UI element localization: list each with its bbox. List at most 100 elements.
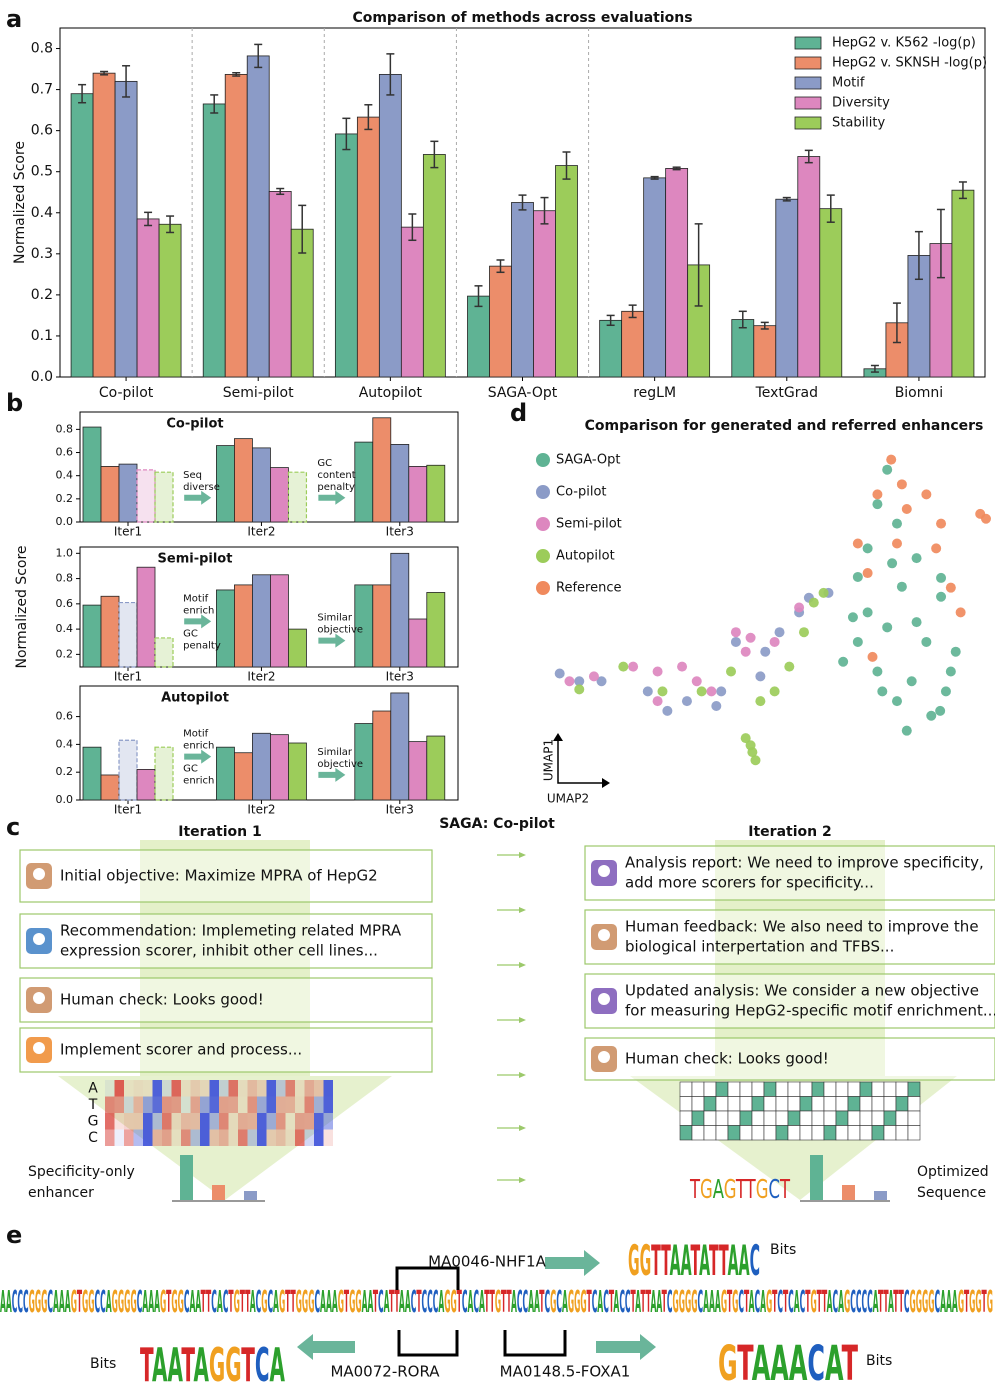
grid-cell [896, 1126, 908, 1141]
grid-cell [896, 1082, 908, 1097]
step-text: Human check: Looks good! [625, 1050, 829, 1068]
heatmap-cell [153, 1080, 163, 1097]
grid-cell [716, 1097, 728, 1112]
heatmap-cell [143, 1080, 153, 1097]
heatmap-cell [210, 1080, 220, 1097]
annotation: objective [317, 759, 363, 770]
bar [754, 326, 776, 377]
annotation: content [317, 470, 355, 481]
heatmap-cell [172, 1130, 182, 1147]
point [770, 686, 780, 696]
point [819, 588, 829, 598]
point [741, 733, 751, 743]
bar [83, 427, 101, 522]
iteration-title: Iteration 2 [748, 824, 831, 840]
bar [234, 439, 252, 522]
heatmap-cell [172, 1080, 182, 1097]
y-tick-label: 0.5 [31, 164, 53, 180]
point [921, 637, 931, 647]
base-letter: T [745, 1175, 756, 1205]
bar [252, 448, 270, 522]
base-letter: T [842, 1336, 858, 1386]
base-letter: T [651, 1236, 661, 1285]
base-letter: C [255, 1338, 270, 1386]
point [755, 671, 765, 681]
heatmap-cell [210, 1130, 220, 1147]
base-letter: A [728, 1236, 739, 1285]
heatmap-cell [124, 1130, 134, 1147]
y-tick-label: 0.4 [31, 205, 53, 221]
point [848, 612, 858, 622]
heatmap-cell [200, 1080, 210, 1097]
heatmap-cell [191, 1113, 201, 1130]
big-arrow [297, 1334, 355, 1360]
x-tick-label: Iter2 [247, 670, 275, 684]
chart-title: Comparison for generated and referred en… [585, 418, 984, 434]
heatmap-cell [305, 1113, 315, 1130]
connector-head [519, 1177, 526, 1183]
heatmap-cell [162, 1113, 172, 1130]
bar [119, 464, 137, 522]
grid-cell [692, 1097, 704, 1112]
bar [622, 311, 644, 377]
point [926, 711, 936, 721]
heatmap-cell [276, 1113, 286, 1130]
bar [101, 596, 119, 667]
bar [270, 575, 288, 667]
point [618, 662, 628, 672]
bar [155, 472, 173, 522]
grid-cell [704, 1097, 716, 1112]
annotation: diverse [183, 482, 220, 493]
bar [468, 296, 490, 377]
point [794, 603, 804, 613]
grid-cell [836, 1082, 848, 1097]
point [882, 622, 892, 632]
heatmap-cell [305, 1097, 315, 1114]
base-letter: T [241, 1338, 255, 1386]
point [921, 489, 931, 499]
grid-cell [752, 1082, 764, 1097]
point [912, 553, 922, 563]
heatmap-cell [134, 1097, 144, 1114]
heatmap-cell [115, 1113, 125, 1130]
mini-bar [810, 1155, 823, 1200]
y-tick-label: 0.4 [56, 737, 74, 750]
point [956, 607, 966, 617]
bar [137, 769, 155, 800]
step-arrow [318, 491, 345, 505]
y-tick-label: 0.0 [31, 369, 53, 385]
grid-cell [740, 1082, 752, 1097]
point [589, 671, 599, 681]
connector-head [519, 852, 526, 858]
base-letter: A [713, 1175, 724, 1205]
annotation: enrich [183, 605, 214, 616]
annotation: Similar [317, 747, 353, 758]
y-tick-label: 0.1 [31, 328, 53, 344]
grid-cell [680, 1111, 692, 1126]
heatmap-cell [276, 1130, 286, 1147]
mini-bar [874, 1191, 887, 1200]
heatmap-cell [143, 1130, 153, 1147]
legend-marker [536, 549, 550, 563]
y-tick-label: 0.2 [56, 765, 74, 778]
grid-cell [728, 1097, 740, 1112]
legend-label: HepG2 v. SKNSH -log(p) [832, 56, 987, 71]
grid-cell [788, 1126, 800, 1141]
heatmap-cell [286, 1097, 296, 1114]
base-letter: A [193, 1338, 209, 1386]
point [809, 598, 819, 608]
step-text: Implement scorer and process... [60, 1041, 302, 1059]
heatmap-cell [286, 1080, 296, 1097]
heatmap-cell [314, 1130, 324, 1147]
legend-marker [536, 485, 550, 499]
grid-cell [728, 1082, 740, 1097]
grid-cell [908, 1097, 920, 1112]
heatmap-cell [238, 1080, 248, 1097]
grid-cell [752, 1126, 764, 1141]
grid-cell [812, 1082, 824, 1097]
bar [556, 166, 578, 377]
heatmap-cell [134, 1080, 144, 1097]
heatmap-cell [314, 1113, 324, 1130]
base-letter: A [670, 1236, 681, 1285]
heatmap-cell [115, 1130, 125, 1147]
